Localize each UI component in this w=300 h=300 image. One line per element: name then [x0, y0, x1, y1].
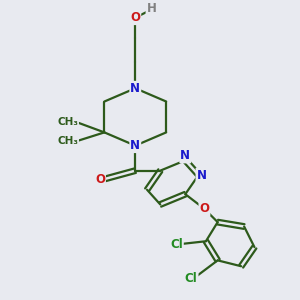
Text: O: O — [200, 202, 209, 215]
Text: Cl: Cl — [170, 238, 183, 251]
Text: N: N — [130, 139, 140, 152]
Text: N: N — [130, 82, 140, 95]
Text: Cl: Cl — [185, 272, 198, 284]
Text: CH₃: CH₃ — [57, 117, 78, 127]
Text: N: N — [180, 149, 190, 162]
Text: CH₃: CH₃ — [57, 136, 78, 146]
Text: O: O — [130, 11, 140, 24]
Text: H: H — [146, 2, 156, 15]
Text: N: N — [196, 169, 206, 182]
Text: O: O — [95, 173, 105, 186]
